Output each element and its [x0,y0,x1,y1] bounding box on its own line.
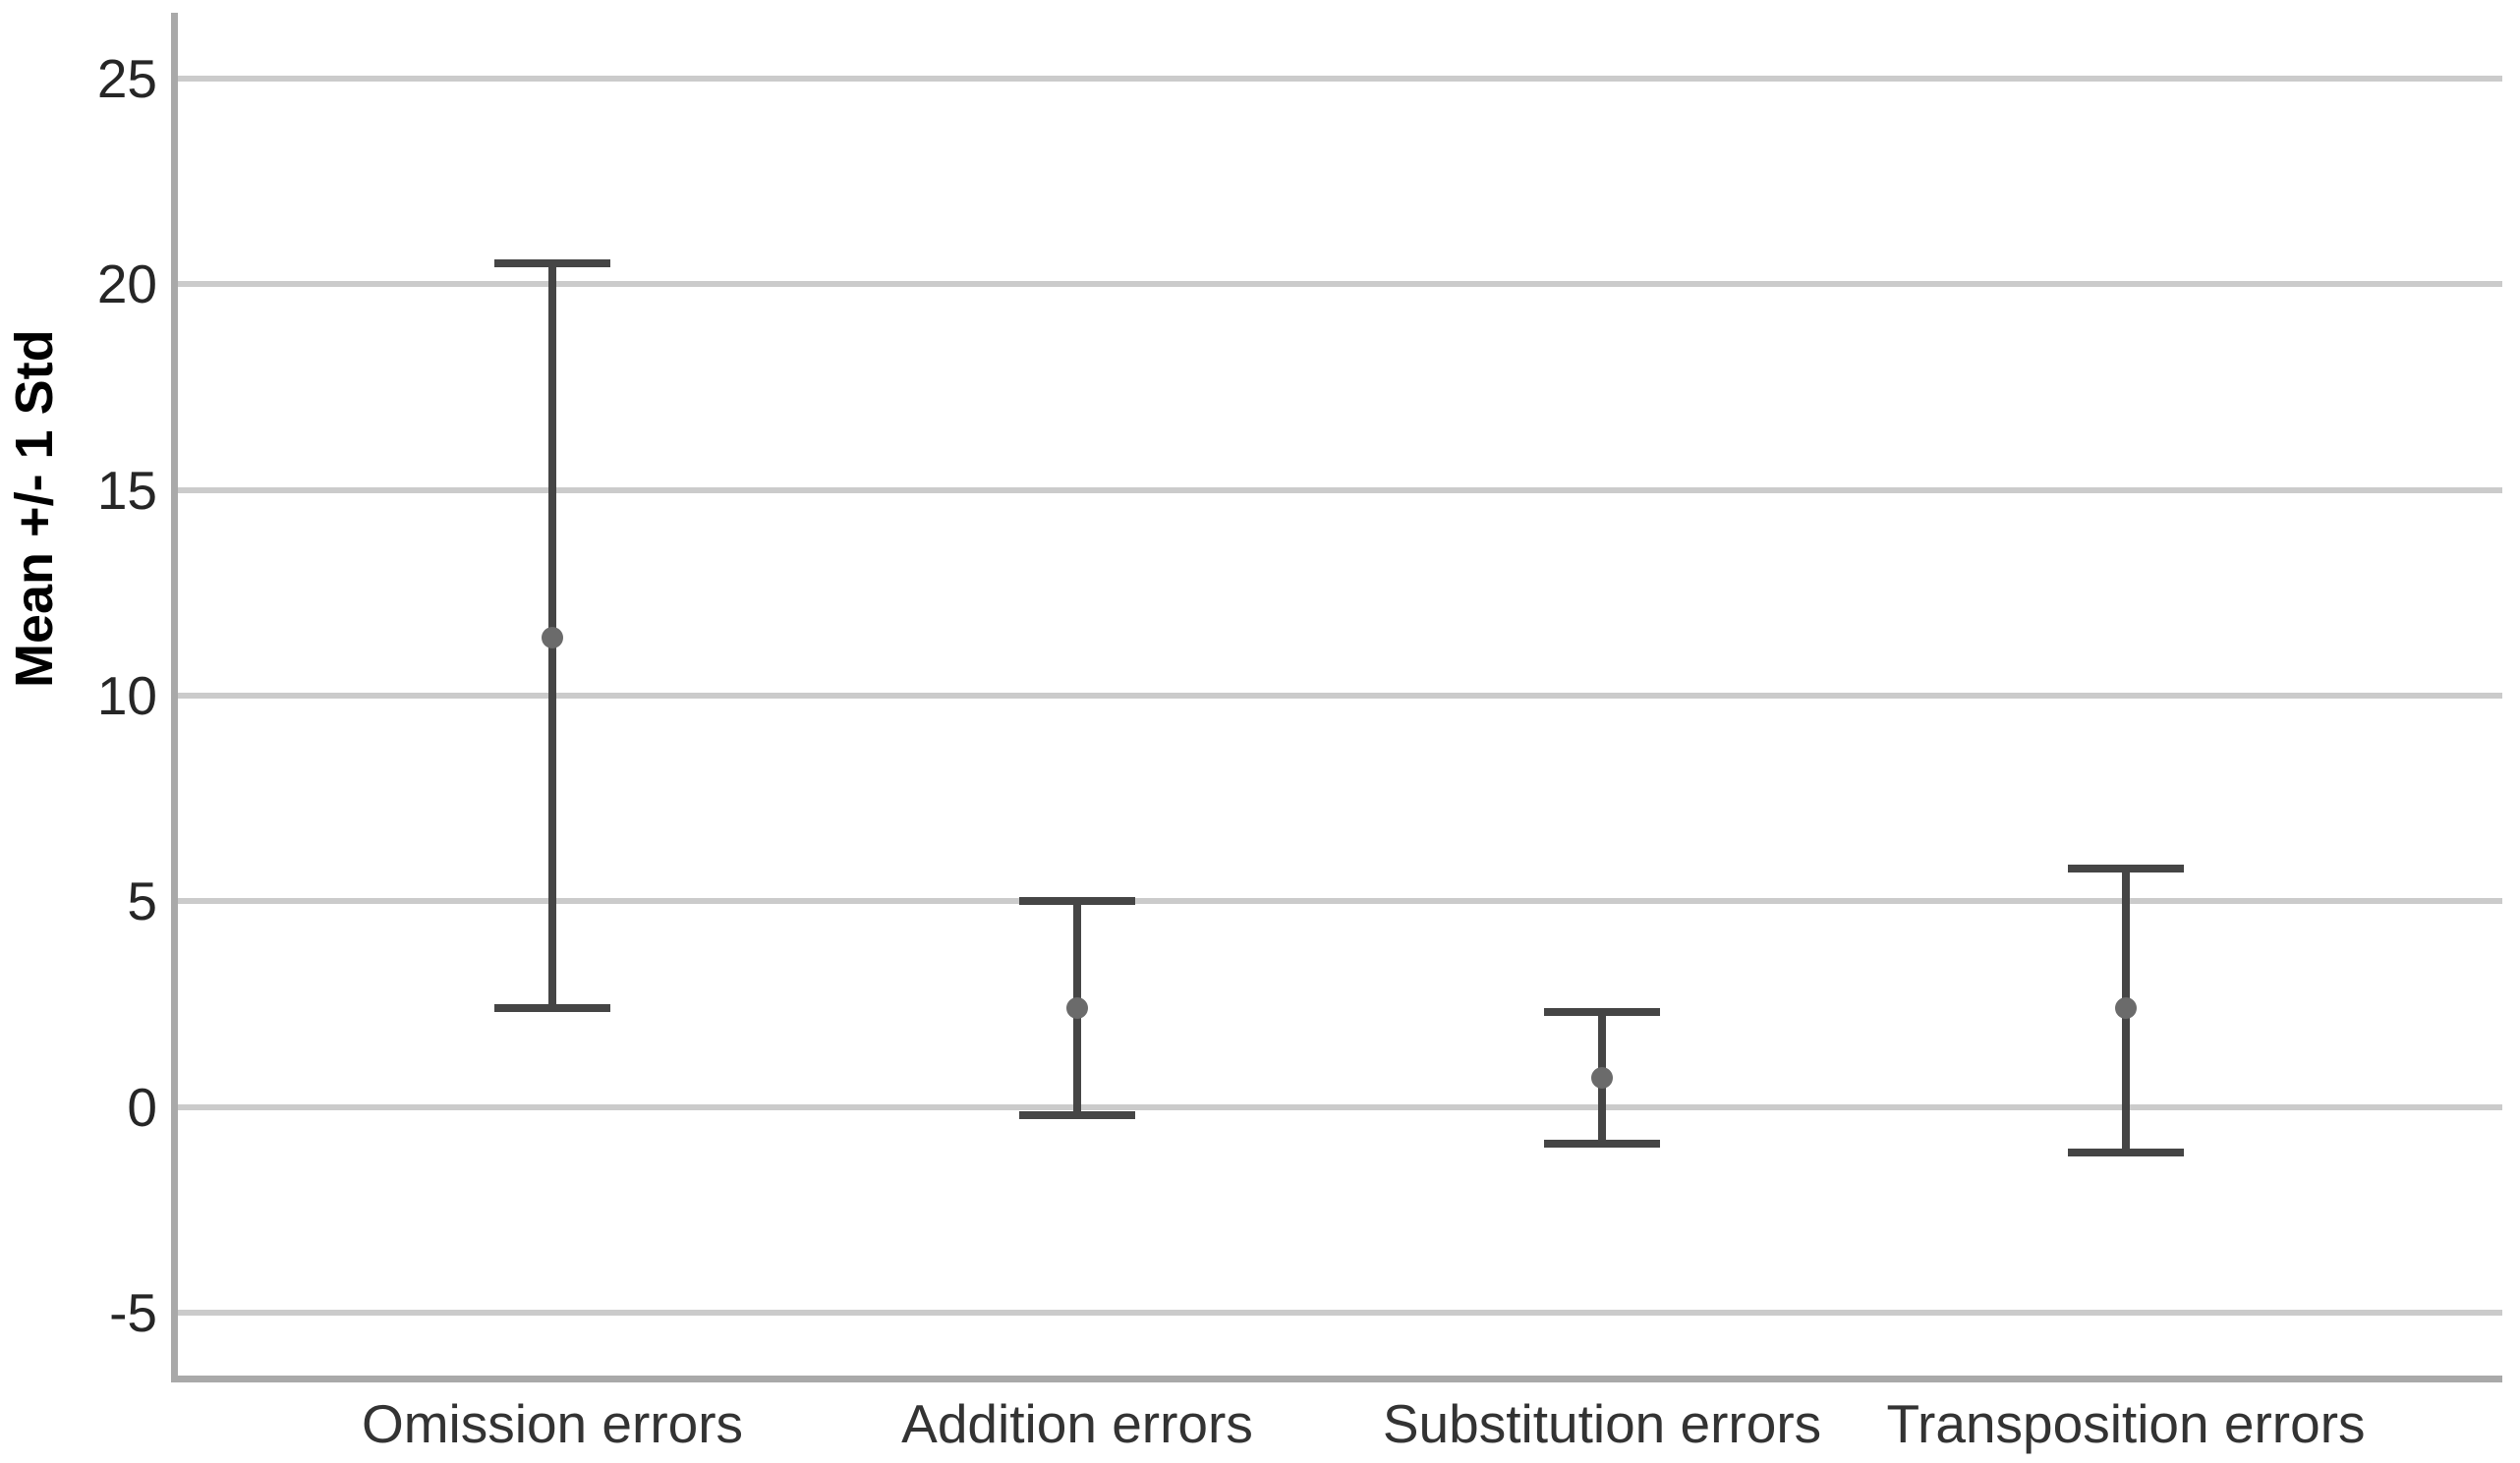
x-category-label: Omission errors [361,1393,744,1454]
y-tick-label: 10 [96,665,157,726]
error-bar-cap-bottom [2068,1148,2184,1156]
error-bar-cap-bottom [1544,1140,1660,1149]
error-bar-cap-top [1544,1008,1660,1017]
error-bar-cap-top [1019,897,1135,906]
x-category-label: Transposition errors [1886,1393,2366,1454]
y-tick-label: 25 [96,47,157,109]
y-tick-label: 15 [96,459,157,521]
y-gridline [178,1103,2502,1110]
y-gridline [178,898,2502,905]
x-category-label: Addition errors [901,1393,1253,1454]
error-bar-cap-top [494,259,610,268]
mean-dot [1066,997,1088,1020]
error-bar-cap-bottom [494,1004,610,1013]
mean-dot [1591,1067,1613,1090]
y-axis-line [171,13,178,1382]
error-bar-cap-bottom [1019,1111,1135,1120]
y-gridline [178,75,2502,82]
mean-dot [542,627,563,649]
y-tick-label: 20 [96,253,157,315]
y-gridline [178,693,2502,699]
mean-dot [2115,997,2137,1020]
x-axis-line [171,1376,2502,1382]
y-tick-label: -5 [109,1282,157,1343]
y-gridline [178,281,2502,288]
y-tick-label: 5 [127,871,157,932]
y-gridline [178,1310,2502,1316]
y-tick-label: 0 [127,1076,157,1138]
y-gridline [178,486,2502,493]
error-bar-cap-top [2068,864,2184,872]
x-category-label: Substitution errors [1382,1393,1822,1454]
